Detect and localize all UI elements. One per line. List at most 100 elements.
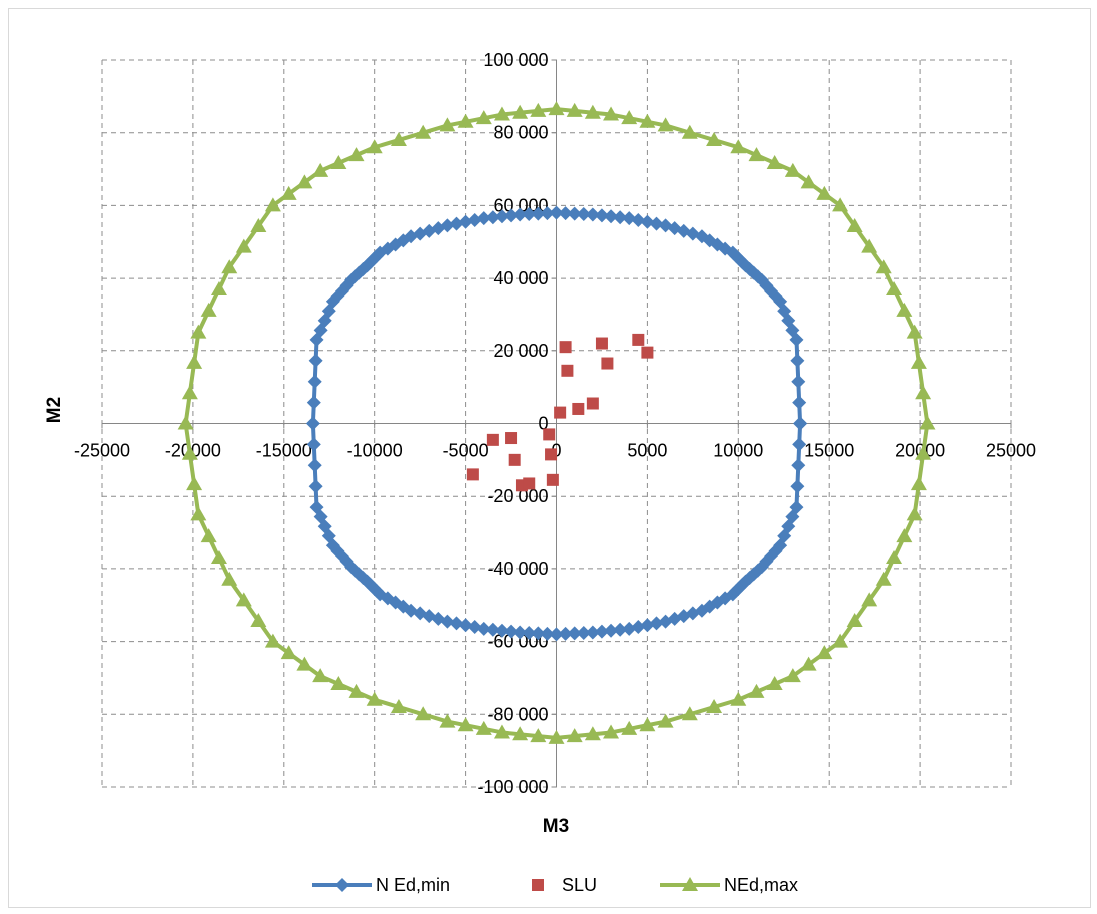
data-point (632, 333, 645, 346)
x-tick-label: 20000 (895, 441, 945, 461)
data-point (531, 206, 546, 221)
data-point (549, 205, 564, 220)
x-axis-title: M3 (543, 816, 569, 837)
data-point (800, 656, 817, 671)
data-point (512, 726, 529, 741)
data-point (296, 656, 313, 671)
data-point (467, 212, 482, 227)
data-point (886, 549, 903, 564)
data-point (561, 364, 574, 377)
data-point (919, 415, 936, 430)
data-point (305, 416, 320, 431)
data-point (730, 139, 747, 154)
data-point (558, 626, 573, 641)
data-point (235, 238, 252, 253)
data-point (531, 626, 546, 641)
series-1 (466, 333, 654, 492)
data-point (280, 645, 297, 660)
data-point (896, 302, 913, 317)
data-point (221, 571, 238, 586)
data-point (906, 506, 923, 521)
data-point (200, 528, 217, 543)
data-point (567, 626, 582, 641)
data-point (706, 131, 723, 146)
data-point (657, 117, 674, 132)
data-point (594, 208, 609, 223)
data-point (485, 210, 500, 225)
data-point (439, 117, 456, 132)
data-point (530, 728, 547, 743)
data-point (832, 633, 849, 648)
x-tick-label: 10000 (713, 441, 763, 461)
data-point (309, 332, 324, 347)
data-point (792, 437, 807, 452)
data-point (558, 206, 573, 221)
data-point (504, 624, 519, 639)
series-2 (177, 101, 936, 744)
data-point (910, 354, 927, 369)
data-point (312, 668, 329, 683)
series-0 (305, 205, 808, 642)
data-point (439, 713, 456, 728)
data-point (390, 131, 407, 146)
data-point (458, 618, 473, 633)
data-point (584, 726, 601, 741)
data-point (493, 724, 510, 739)
data-point (549, 627, 564, 642)
data-point (567, 206, 582, 221)
data-point (330, 676, 347, 691)
data-point (221, 259, 238, 274)
data-point (601, 357, 614, 370)
data-point (415, 706, 432, 721)
data-point (603, 106, 620, 121)
data-point (475, 110, 492, 125)
legend-label: N Ed,min (376, 875, 450, 895)
data-point (264, 197, 281, 212)
data-point (789, 500, 804, 515)
data-point (790, 479, 805, 494)
y-tick-label: -20 000 (487, 486, 548, 506)
data-point (457, 717, 474, 732)
data-point (622, 621, 637, 636)
data-point (181, 445, 198, 460)
data-point (566, 728, 583, 743)
y-tick-label: 80 000 (493, 123, 548, 143)
data-point (800, 174, 817, 189)
data-point (476, 211, 491, 226)
data-point (540, 626, 555, 641)
data-point (649, 216, 664, 231)
data-point (861, 238, 878, 253)
data-point (631, 620, 646, 635)
data-point (554, 406, 567, 419)
data-point (748, 147, 765, 162)
data-point (640, 618, 655, 633)
x-tick-label: -20000 (165, 441, 221, 461)
data-point (186, 476, 203, 491)
data-point (748, 683, 765, 698)
data-point (457, 113, 474, 128)
data-point (306, 395, 321, 410)
data-point (348, 147, 365, 162)
x-tick-label: -15000 (256, 441, 312, 461)
data-point (585, 625, 600, 640)
data-point (190, 324, 207, 339)
data-point (622, 211, 637, 226)
data-point (250, 613, 267, 628)
data-point (790, 353, 805, 368)
legend-label: SLU (562, 875, 597, 895)
data-point (706, 699, 723, 714)
data-point (576, 625, 591, 640)
data-point (861, 592, 878, 607)
x-tick-label: -25000 (74, 441, 130, 461)
data-point (494, 623, 509, 638)
legend-item-0: N Ed,min (312, 875, 450, 895)
axes (101, 59, 1012, 788)
data-point (595, 337, 608, 350)
data-point (816, 185, 833, 200)
data-point (545, 448, 558, 461)
data-point (791, 374, 806, 389)
data-point (846, 217, 863, 232)
legend-label: NEd,max (724, 875, 798, 895)
y-tick-label: 100 000 (483, 50, 548, 70)
